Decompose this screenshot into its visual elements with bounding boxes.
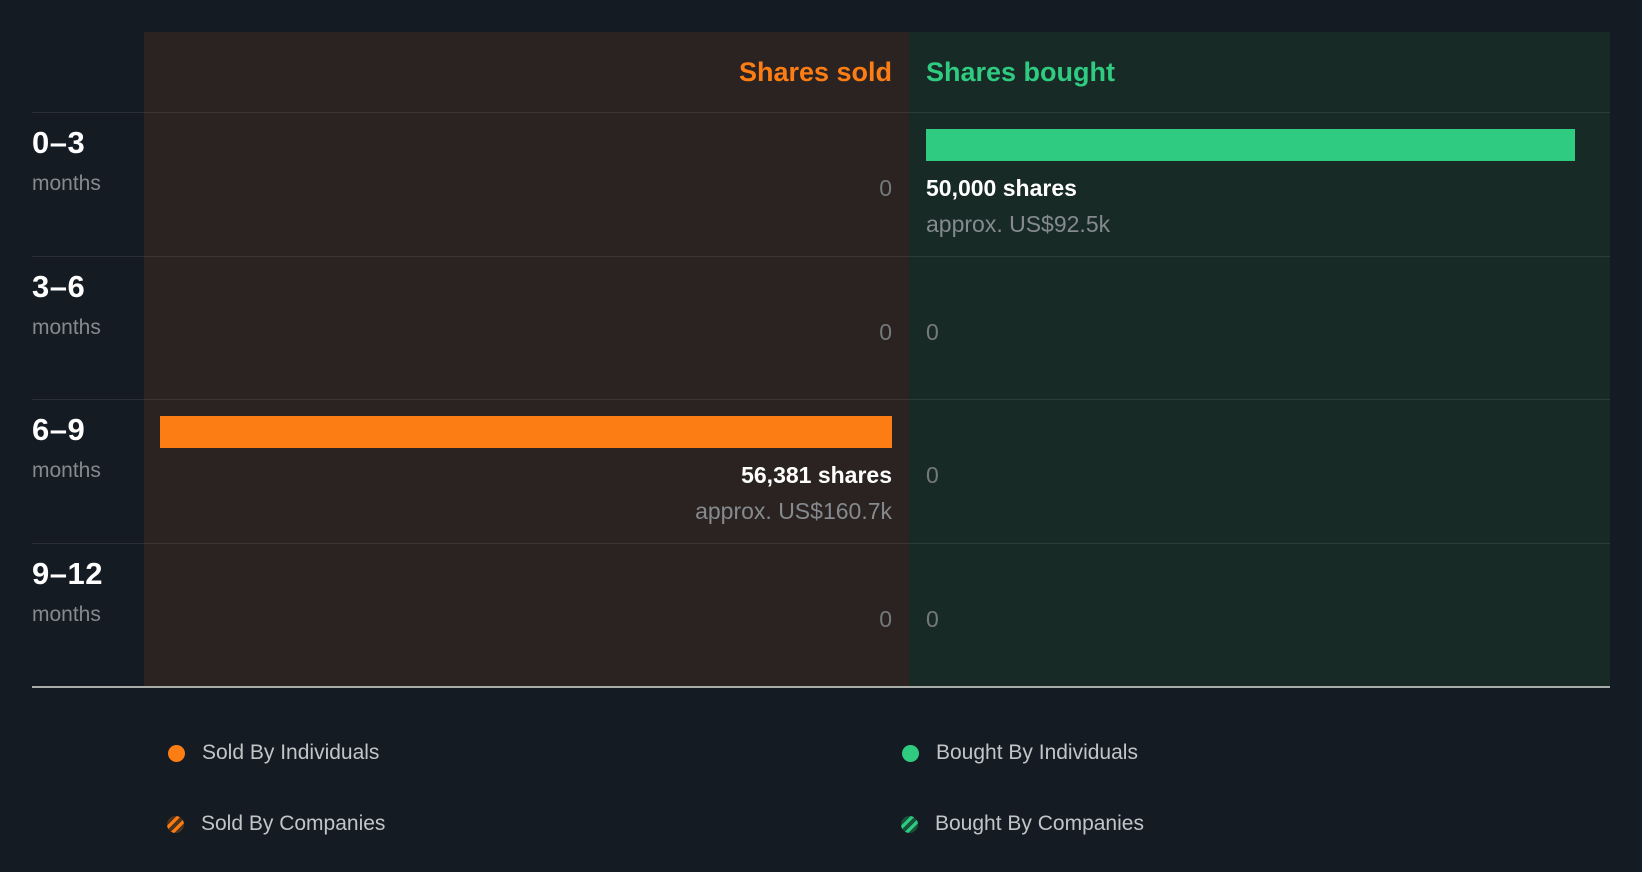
sold-individuals-marker-icon bbox=[168, 744, 185, 762]
sold-cell: 0 bbox=[144, 544, 909, 688]
sold-approx-label: approx. US$160.7k bbox=[695, 498, 892, 524]
period-label: 6–9 bbox=[32, 412, 86, 447]
legend-label: Bought By Companies bbox=[935, 812, 1144, 835]
legend-label: Sold By Companies bbox=[201, 812, 386, 835]
chart-row-9-12-months: 9–12 months 0 0 bbox=[32, 542, 1610, 688]
sold-value-label: 0 bbox=[879, 175, 892, 201]
chart-row-3-6-months: 3–6 months 0 0 bbox=[32, 255, 1610, 401]
legend-item-sold-companies[interactable]: Sold By Companies bbox=[167, 811, 385, 837]
bought-value-label: 0 bbox=[926, 605, 939, 632]
sold-cell: 56,381 shares approx. US$160.7k bbox=[144, 400, 909, 544]
legend-item-bought-individuals[interactable]: Bought By Individuals bbox=[902, 740, 1138, 766]
sold-bar[interactable] bbox=[160, 416, 892, 448]
legend-item-sold-individuals[interactable]: Sold By Individuals bbox=[168, 740, 379, 766]
bought-cell: 0 bbox=[909, 544, 1610, 688]
bought-cell: 0 bbox=[909, 400, 1610, 544]
sold-companies-marker-icon bbox=[167, 815, 184, 833]
bought-bar[interactable] bbox=[926, 129, 1575, 161]
legend-item-bought-companies[interactable]: Bought By Companies bbox=[901, 811, 1144, 837]
sold-cell: 0 bbox=[144, 257, 909, 401]
period-unit-label: months bbox=[32, 172, 101, 195]
bought-value-label: 0 bbox=[926, 462, 939, 488]
sold-value-label: 0 bbox=[879, 318, 892, 345]
chart-baseline bbox=[32, 686, 1610, 688]
period-label: 3–6 bbox=[32, 268, 86, 304]
bought-approx-label: approx. US$92.5k bbox=[926, 211, 1111, 237]
shares-sold-panel bbox=[144, 32, 909, 686]
period-unit-label: months bbox=[32, 602, 101, 626]
shares-bought-header: Shares bought bbox=[926, 57, 1116, 87]
bought-cell: 0 bbox=[909, 257, 1610, 401]
legend-label: Sold By Individuals bbox=[202, 741, 380, 764]
bought-companies-marker-icon bbox=[901, 815, 918, 833]
bought-value-label: 50,000 shares bbox=[926, 175, 1077, 201]
period-label: 0–3 bbox=[32, 125, 86, 160]
bought-individuals-marker-icon bbox=[902, 744, 919, 762]
sold-value-label: 0 bbox=[879, 605, 892, 632]
chart-row-0-3-months: 0–3 months 0 50,000 shares approx. US$92… bbox=[32, 112, 1610, 256]
period-unit-label: months bbox=[32, 315, 101, 339]
sold-value-label: 56,381 shares bbox=[741, 462, 892, 488]
legend-label: Bought By Individuals bbox=[936, 741, 1138, 764]
bought-cell: 50,000 shares approx. US$92.5k bbox=[909, 113, 1610, 257]
bought-value-label: 0 bbox=[926, 318, 939, 345]
period-unit-label: months bbox=[32, 459, 101, 482]
period-label: 9–12 bbox=[32, 555, 103, 591]
sold-cell: 0 bbox=[144, 113, 909, 257]
chart-row-6-9-months: 6–9 months 56,381 shares approx. US$160.… bbox=[32, 399, 1610, 543]
shares-sold-header: Shares sold bbox=[738, 57, 892, 87]
chart-area: Shares sold Shares bought 0–3 months 0 5… bbox=[32, 32, 1610, 688]
